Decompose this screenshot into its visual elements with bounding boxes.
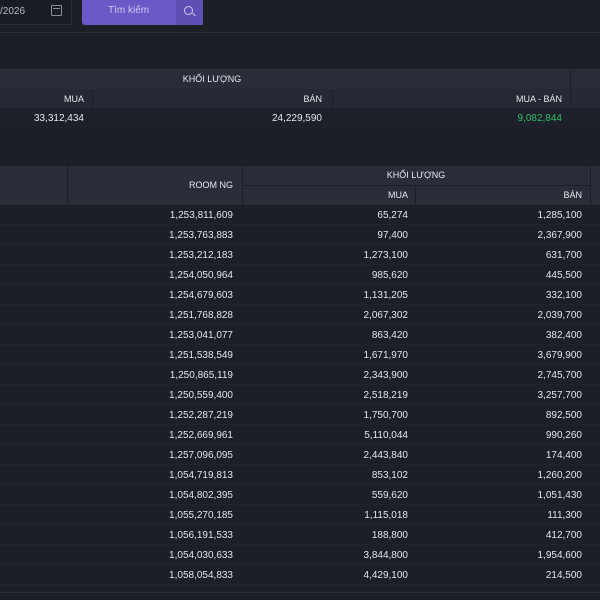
- summary-row: 33,312,434 24,229,590 9,082,844: [0, 108, 600, 128]
- table-row: 1,054,030,633 3,844,800 1,954,600: [0, 545, 600, 565]
- room-ng-value: 1,054,802,395: [169, 490, 233, 501]
- table-row: 1,058,054,833 4,429,100 214,500: [0, 565, 600, 585]
- room-ng-value: 1,250,865,119: [169, 370, 233, 381]
- table-row: 1,251,768,828 2,067,302 2,039,700: [0, 305, 600, 325]
- mua-value: 863,420: [371, 330, 408, 341]
- table-row: 1,250,559,400 2,518,219 3,257,700: [0, 385, 600, 405]
- room-ng-value: 1,252,669,961: [169, 430, 233, 441]
- table-row: 1,054,802,395 559,620 1,051,430: [0, 485, 600, 505]
- ban-value: 332,100: [545, 290, 582, 301]
- ban-value: 445,500: [545, 270, 582, 281]
- ban-value: 3,679,900: [537, 350, 583, 361]
- mua-value: 1,671,970: [363, 350, 409, 361]
- ban-value: 2,367,900: [537, 230, 583, 241]
- ban-value: 990,260: [545, 430, 582, 441]
- room-ng-value: 1,056,191,533: [169, 530, 233, 541]
- table-row: 1,055,270,185 1,115,018 111,300: [0, 505, 600, 525]
- mua-value: 853,102: [371, 470, 408, 481]
- ban-value: 1,260,200: [537, 470, 583, 481]
- mua-value: 1,131,205: [363, 290, 409, 301]
- table-row: 1,257,096,095 2,443,840 174,400: [0, 445, 600, 465]
- ban-value: 892,500: [545, 410, 582, 421]
- summary-mua-value: 33,312,434: [33, 113, 84, 124]
- room-ng-value: 1,058,054,833: [169, 570, 233, 581]
- room-ng-value: 1,253,811,609: [169, 210, 233, 221]
- room-ng-value: 1,257,096,095: [169, 450, 233, 461]
- mua-value: 188,800: [371, 530, 408, 541]
- ban-value: 412,700: [545, 530, 582, 541]
- ban-value: 3,257,700: [537, 390, 583, 401]
- room-ng-value: 1,250,559,400: [169, 390, 233, 401]
- ban-value: 2,039,700: [537, 310, 583, 321]
- table-row: 1,251,538,549 1,671,970 3,679,900: [0, 345, 600, 365]
- calendar-icon[interactable]: [51, 5, 62, 16]
- mua-value: 985,620: [371, 270, 408, 281]
- room-ng-value: 1,252,287,219: [169, 410, 233, 421]
- search-button[interactable]: Tìm kiếm: [82, 0, 203, 25]
- detail-khoi-luong-header: KHỐI LƯỢNG: [386, 170, 446, 180]
- room-ng-value: 1,253,041,077: [169, 330, 233, 341]
- search-label: Tìm kiếm: [108, 5, 150, 16]
- room-ng-value: 1,054,030,633: [169, 550, 233, 561]
- table-row: 1,254,679,603 1,131,205 332,100: [0, 285, 600, 305]
- ban-value: 111,300: [547, 510, 582, 521]
- summary-khoi-luong-header: KHỐI LƯỢNG: [182, 74, 242, 84]
- ban-value: 1,051,430: [537, 490, 583, 501]
- summary-ban-value: 24,229,590: [271, 113, 322, 124]
- table-row: 1,056,191,533 188,800 412,700: [0, 525, 600, 545]
- table-row: 1,253,212,183 1,273,100 631,700: [0, 245, 600, 265]
- date-input[interactable]: /2026: [0, 0, 72, 25]
- room-ng-value: 1,253,212,183: [169, 250, 233, 261]
- detail-mua-header: MUA: [388, 190, 408, 200]
- ban-value: 2,745,700: [537, 370, 583, 381]
- ban-value: 1,285,100: [537, 210, 583, 221]
- table-row: 1,252,287,219 1,750,700 892,500: [0, 405, 600, 425]
- mua-value: 2,067,302: [363, 310, 409, 321]
- room-ng-value: 1,251,768,828: [169, 310, 233, 321]
- table-row: 1,250,865,119 2,343,900 2,745,700: [0, 365, 600, 385]
- mua-value: 2,518,219: [363, 390, 409, 401]
- mua-value: 1,273,100: [363, 250, 409, 261]
- ban-value: 214,500: [545, 570, 582, 581]
- ban-value: 174,400: [545, 450, 582, 461]
- table-row: 1,252,669,961 5,110,044 990,260: [0, 425, 600, 445]
- room-ng-value: 1,254,679,603: [169, 290, 233, 301]
- table-row: 1,054,719,813 853,102 1,260,200: [0, 465, 600, 485]
- summary-group-header: KHỐI LƯỢNG: [0, 69, 600, 89]
- room-ng-value: 1,055,270,185: [169, 510, 233, 521]
- mua-value: 4,429,100: [363, 570, 409, 581]
- room-ng-value: 1,251,538,549: [169, 350, 233, 361]
- summary-ban-header: BÁN: [303, 94, 322, 104]
- filter-bar: /2026 Tìm kiếm: [0, 0, 600, 33]
- room-ng-value: 1,054,719,813: [169, 470, 233, 481]
- date-value: /2026: [0, 6, 26, 17]
- summary-net-header: MUA - BÁN: [515, 94, 562, 104]
- detail-header: ROOM NG KHỐI LƯỢNG MUA BÁN: [0, 166, 600, 205]
- table-row: 1,253,041,077 863,420 382,400: [0, 325, 600, 345]
- room-ng-value: 1,254,050,964: [169, 270, 233, 281]
- detail-ban-header: BÁN: [563, 190, 582, 200]
- summary-net-value: 9,082,844: [517, 113, 563, 124]
- ban-value: 382,400: [545, 330, 582, 341]
- ban-value: 631,700: [545, 250, 582, 261]
- mua-value: 559,620: [371, 490, 408, 501]
- detail-table-body: 1,253,811,609 65,274 1,285,100 1,253,763,88…: [0, 205, 600, 585]
- mua-value: 65,274: [377, 210, 408, 221]
- table-row: 1,253,763,883 97,400 2,367,900: [0, 225, 600, 245]
- mua-value: 2,343,900: [363, 370, 409, 381]
- mua-value: 2,443,840: [363, 450, 409, 461]
- ban-value: 1,954,600: [537, 550, 583, 561]
- mua-value: 97,400: [377, 230, 408, 241]
- room-ng-value: 1,253,763,883: [169, 230, 233, 241]
- table-row: 1,253,811,609 65,274 1,285,100: [0, 205, 600, 225]
- mua-value: 5,110,044: [364, 430, 408, 441]
- summary-col-header: MUA BÁN MUA - BÁN: [0, 89, 600, 108]
- search-icon: [176, 0, 203, 25]
- room-ng-header: ROOM NG: [189, 180, 233, 190]
- mua-value: 1,750,700: [363, 410, 409, 421]
- mua-value: 1,115,018: [364, 510, 408, 521]
- mua-value: 3,844,800: [363, 550, 409, 561]
- summary-mua-header: MUA: [64, 94, 84, 104]
- table-row: 1,254,050,964 985,620 445,500: [0, 265, 600, 285]
